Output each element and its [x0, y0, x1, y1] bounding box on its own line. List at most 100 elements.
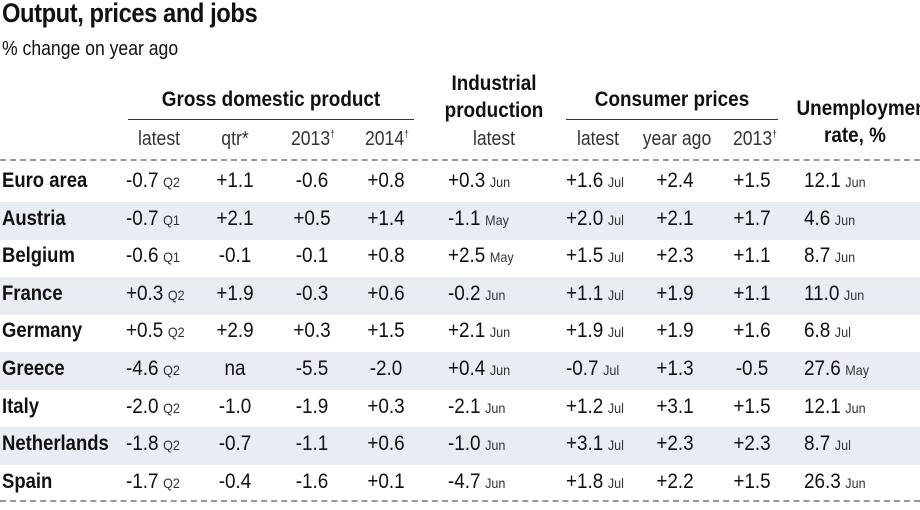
cell-country: Italy — [2, 394, 39, 418]
cell-gdp-2014: +0.6 — [359, 432, 413, 456]
cell-cp-2013: +2.3 — [725, 432, 779, 456]
cell-ip-latest: -0.2 Jun — [448, 282, 529, 306]
header-ip-line2: production — [444, 99, 544, 122]
cell-cp-year-ago: +1.9 — [648, 282, 702, 306]
cell-country: Germany — [2, 319, 83, 343]
cell-gdp-qtr-value: -0.1 — [218, 244, 252, 268]
cell-gdp-qtr-value: -1.0 — [218, 394, 252, 418]
cell-gdp-latest-value: -0.7 — [126, 169, 159, 192]
row-band — [0, 352, 920, 390]
cell-gdp-2013-value: -0.6 — [295, 169, 329, 192]
cell-cp-2013: +1.7 — [725, 207, 779, 231]
cell-country: Spain — [2, 469, 53, 493]
cell-gdp-latest-value: -2.0 — [126, 394, 159, 418]
cell-gdp-latest: -0.7 Q1 — [126, 207, 185, 231]
cell-cp-2013-value: -0.5 — [735, 357, 769, 380]
cell-country: France — [2, 281, 63, 305]
cell-cp-2013-value: +2.3 — [733, 432, 771, 456]
header-unemp-line1: Unemployment — [796, 97, 920, 120]
dagger-mark: † — [330, 129, 336, 141]
header-ip-line1: Industrial — [451, 72, 537, 95]
cell-gdp-latest-value: -0.7 — [126, 206, 159, 230]
cell-unemployment-value: 11.0 — [804, 281, 840, 305]
table-row: Austria -0.7 Q1 +2.1 +0.5 +1.4 -1.1 May +2.0 Jul +… — [0, 203, 920, 240]
cell-cp-latest-value: +1.5 — [566, 244, 604, 268]
cell-ip-latest-period: Jun — [485, 437, 506, 454]
cell-gdp-qtr: +1.1 — [208, 169, 262, 193]
cell-gdp-2014: +1.4 — [359, 207, 413, 231]
header-gdp-rule — [128, 119, 414, 120]
cell-country: Belgium — [2, 244, 75, 268]
cell-ip-latest-period: Jun — [489, 362, 511, 378]
cell-cp-latest-period: Jul — [607, 324, 624, 341]
cell-cp-year-ago-value: +2.3 — [656, 432, 694, 456]
cell-cp-year-ago: +2.3 — [648, 432, 702, 456]
cell-gdp-latest-period: Q1 — [163, 211, 180, 228]
cell-gdp-latest: -4.6 Q2 — [126, 357, 185, 381]
table-row: Italy -2.0 Q2 -1.0 -1.9 +0.3 -2.1 Jun +1.2 Jul +3.… — [0, 391, 920, 428]
cell-ip-latest: -1.0 Jun — [448, 432, 529, 456]
cell-gdp-2013-value: -5.5 — [295, 357, 329, 380]
subheader-gdp-2014-label: 2014 — [364, 128, 405, 150]
cell-gdp-qtr-value: +2.9 — [216, 319, 254, 343]
subheader-gdp-2014: 2014† — [360, 128, 415, 151]
cell-unemployment: 11.0 Jun — [804, 282, 894, 306]
cell-gdp-2013: -0.1 — [285, 244, 339, 268]
cell-cp-latest: +1.6 Jul — [566, 169, 631, 193]
cell-gdp-latest: -2.0 Q2 — [126, 395, 185, 419]
cell-gdp-qtr: -1.0 — [208, 395, 262, 419]
table-row: Greece -4.6 Q2 na -5.5 -2.0 +0.4 Jun -0.7 Jul +1.3… — [0, 353, 920, 390]
cell-gdp-qtr-value: na — [224, 357, 246, 380]
cell-cp-latest-period: Jul — [607, 474, 624, 491]
cell-gdp-qtr: -0.7 — [208, 432, 262, 456]
cell-cp-2013-value: +1.5 — [733, 169, 771, 192]
cell-ip-latest: +0.3 Jun — [448, 169, 529, 193]
cell-ip-latest-value: +0.4 — [448, 357, 486, 380]
cell-cp-latest-value: +1.2 — [566, 394, 604, 418]
cell-gdp-2014: +0.3 — [359, 395, 413, 419]
cell-gdp-qtr: -0.4 — [208, 470, 262, 494]
cell-gdp-qtr-value: +1.1 — [216, 169, 254, 192]
footer-divider — [0, 500, 920, 502]
cell-unemployment: 12.1 Jun — [804, 395, 894, 419]
dagger-mark: † — [404, 129, 410, 141]
cell-gdp-latest: -1.8 Q2 — [126, 432, 185, 456]
cell-gdp-2013-value: -1.6 — [295, 469, 329, 493]
cell-unemployment-period: May — [845, 362, 870, 378]
cell-gdp-latest-value: +0.5 — [126, 319, 164, 343]
cell-gdp-2013: -0.3 — [285, 282, 339, 306]
cell-unemployment-value: 8.7 — [804, 244, 831, 268]
header-divider — [0, 159, 920, 161]
cell-cp-latest-value: +1.6 — [566, 169, 604, 192]
cell-gdp-latest-value: +0.3 — [126, 281, 164, 305]
subheader-cp-2013: 2013† — [729, 128, 780, 151]
cell-gdp-qtr-value: -0.7 — [218, 432, 252, 456]
cell-cp-2013-value: +1.6 — [733, 319, 771, 343]
cell-gdp-latest: -0.6 Q1 — [126, 244, 185, 268]
cell-gdp-2013: +0.3 — [285, 319, 339, 343]
cell-gdp-qtr: na — [208, 357, 262, 381]
cell-gdp-latest-period: Q2 — [163, 174, 180, 190]
cell-gdp-latest-value: -1.8 — [126, 432, 159, 456]
cell-unemployment-period: Jul — [834, 324, 851, 341]
header-cp-group: Consumer prices — [594, 88, 750, 111]
cell-cp-year-ago: +3.1 — [648, 395, 702, 419]
cell-ip-latest-period: Jun — [489, 324, 511, 341]
cell-gdp-qtr: +2.9 — [208, 319, 262, 343]
cell-gdp-qtr-value: +1.9 — [216, 281, 254, 305]
cell-ip-latest-value: -1.1 — [448, 206, 481, 230]
cell-gdp-2014-value: +0.6 — [367, 432, 405, 456]
cell-cp-latest: +1.9 Jul — [566, 319, 631, 343]
cell-gdp-latest-period: Q2 — [163, 437, 180, 454]
cell-ip-latest-period: May — [489, 249, 514, 266]
cell-cp-year-ago-value: +2.1 — [656, 206, 694, 230]
cell-cp-2013: +1.1 — [725, 282, 779, 306]
cell-gdp-qtr: +2.1 — [208, 207, 262, 231]
header-unemp-group: Unemployment rate, % — [796, 95, 920, 149]
cell-ip-latest-value: +0.3 — [448, 169, 486, 192]
cell-gdp-latest-period: Q2 — [163, 474, 180, 491]
cell-gdp-2013: -1.9 — [285, 395, 339, 419]
cell-ip-latest-period: May — [485, 211, 509, 228]
cell-cp-year-ago-value: +2.4 — [656, 169, 694, 192]
cell-gdp-2014: +0.6 — [359, 282, 413, 306]
